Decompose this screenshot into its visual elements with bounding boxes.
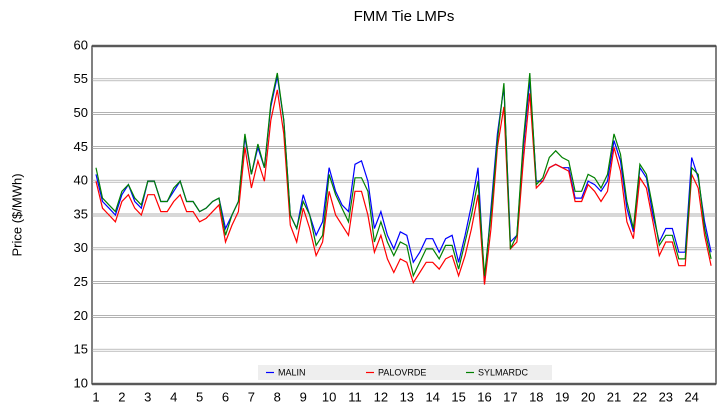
y-tick-label: 60 <box>74 37 88 52</box>
y-axis-label: Price ($/MWh) <box>9 173 24 256</box>
x-tick-label: 23 <box>659 389 673 404</box>
x-tick-label: 12 <box>374 389 388 404</box>
x-tick-label: 3 <box>144 389 151 404</box>
y-tick-label: 55 <box>74 71 88 86</box>
y-tick-label: 30 <box>74 240 88 255</box>
x-tick-label: 18 <box>529 389 543 404</box>
x-tick-label: 21 <box>607 389 621 404</box>
x-tick-label: 1 <box>92 389 99 404</box>
legend-box <box>258 365 552 380</box>
legend-label: SYLMARDC <box>478 367 529 377</box>
x-tick-label: 11 <box>348 389 362 404</box>
x-tick-label: 13 <box>400 389 414 404</box>
y-tick-label: 35 <box>74 206 88 221</box>
plot-frame <box>91 45 717 385</box>
x-tick-label: 10 <box>322 389 336 404</box>
legend: MALIN PALOVRDE SYLMARDC <box>258 365 552 380</box>
x-tick-label: 17 <box>503 389 517 404</box>
x-tick-label: 16 <box>477 389 491 404</box>
series-line <box>95 89 712 285</box>
x-tick-label: 5 <box>196 389 203 404</box>
series-line <box>95 76 712 283</box>
legend-label: MALIN <box>278 367 306 377</box>
y-tick-label: 10 <box>74 375 88 390</box>
series-line <box>95 72 712 278</box>
y-tick-label: 15 <box>74 342 88 357</box>
x-tick-label: 2 <box>118 389 125 404</box>
x-tick-label: 9 <box>300 389 307 404</box>
y-tick-label: 45 <box>74 139 88 154</box>
y-tick-label: 50 <box>74 105 88 120</box>
x-tick-label: 4 <box>170 389 177 404</box>
x-tick-label: 22 <box>633 389 647 404</box>
legend-label: PALOVRDE <box>378 367 426 377</box>
x-tick-label: 14 <box>425 389 439 404</box>
x-tick-label: 15 <box>451 389 465 404</box>
x-tick-label: 8 <box>274 389 281 404</box>
x-tick-label: 24 <box>684 389 698 404</box>
x-tick-label: 6 <box>222 389 229 404</box>
x-tick-label: 7 <box>248 389 255 404</box>
y-tick-label: 40 <box>74 173 88 188</box>
x-tick-label: 20 <box>581 389 595 404</box>
y-tick-label: 20 <box>74 308 88 323</box>
chart-title: FMM Tie LMPs <box>354 8 455 25</box>
x-tick-label: 19 <box>555 389 569 404</box>
y-tick-label: 25 <box>74 274 88 289</box>
